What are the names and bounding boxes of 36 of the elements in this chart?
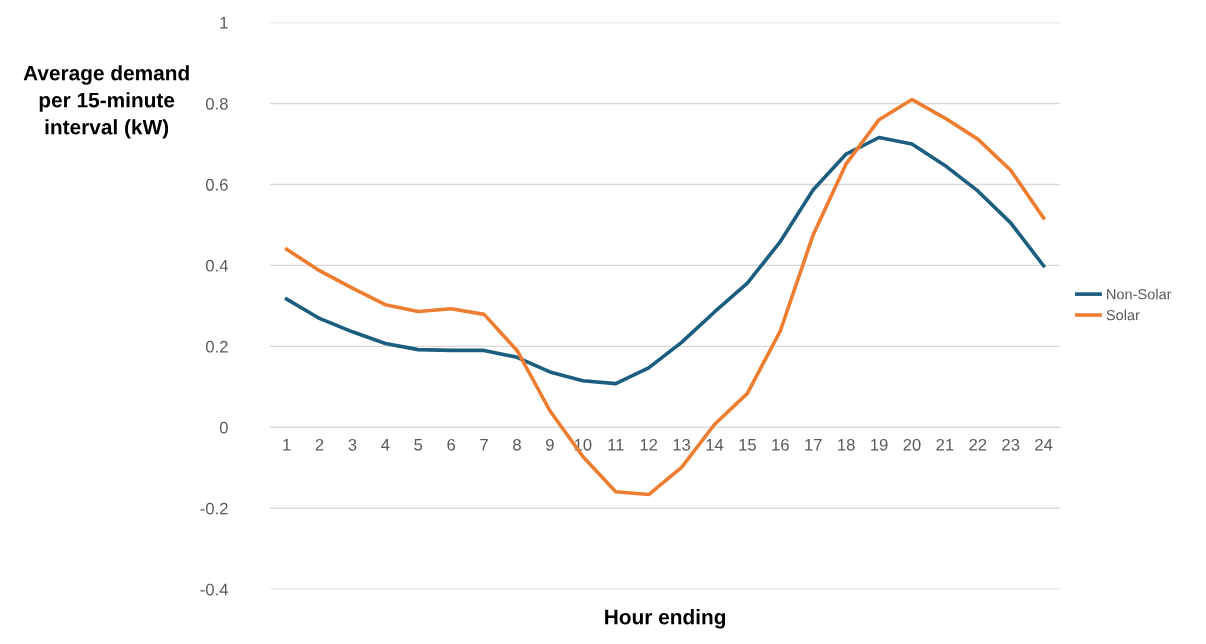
x-tick-label: 2 bbox=[315, 438, 324, 451]
x-tick-label: 13 bbox=[673, 438, 691, 451]
line-series bbox=[284, 135, 1046, 386]
y-tick-label: 0.6 bbox=[205, 178, 228, 191]
y-tick-label: 0.4 bbox=[205, 259, 228, 272]
y-tick-label: 0 bbox=[219, 421, 228, 434]
x-tick-label: 16 bbox=[772, 438, 789, 451]
x-tick-label: 19 bbox=[871, 438, 888, 451]
x-tick-label: 21 bbox=[936, 438, 954, 451]
x-tick-label: 20 bbox=[903, 438, 921, 451]
x-tick-label: 7 bbox=[480, 439, 488, 451]
x-tick-label: 1 bbox=[283, 439, 291, 451]
y-tick-label: 1 bbox=[220, 17, 228, 29]
x-tick-label: 12 bbox=[640, 438, 658, 451]
x-tick-label: 6 bbox=[447, 438, 456, 451]
x-tick-label: 9 bbox=[546, 438, 554, 451]
legend-label: Non-Solar bbox=[1107, 288, 1172, 300]
x-tick-label: 22 bbox=[969, 438, 987, 451]
x-tick-label: 3 bbox=[348, 438, 357, 451]
x-tick-label: 5 bbox=[414, 439, 423, 451]
y-tick-label: -0.4 bbox=[200, 583, 228, 596]
x-tick-label: 18 bbox=[838, 438, 855, 451]
x-tick-label: 11 bbox=[608, 439, 624, 451]
x-tick-label: 4 bbox=[381, 439, 390, 451]
legend-label: Solar bbox=[1106, 309, 1140, 321]
x-tick-label: 8 bbox=[513, 438, 521, 451]
x-tick-label: 14 bbox=[706, 439, 724, 451]
x-tick-label: 15 bbox=[739, 439, 756, 451]
x-axis-title: Hour ending bbox=[605, 609, 726, 629]
y-tick-label: 0.2 bbox=[205, 340, 228, 353]
x-tick-label: 17 bbox=[805, 439, 822, 451]
x-tick-label: 23 bbox=[1002, 438, 1020, 451]
y-axis-title: Average demand per 15-minute interval (kW) bbox=[23, 65, 189, 139]
y-tick-label: -0.2 bbox=[200, 502, 228, 515]
x-tick-label: 24 bbox=[1035, 438, 1053, 451]
y-tick-label: 0.8 bbox=[205, 97, 228, 110]
